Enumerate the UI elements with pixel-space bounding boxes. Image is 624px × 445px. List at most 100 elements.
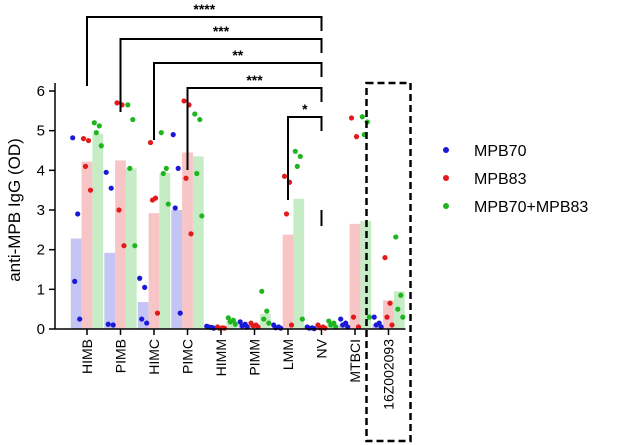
point-MPB70+MPB83-HIMM: [227, 319, 233, 325]
point-MPB70-HIMC: [144, 320, 150, 326]
x-tick-label: HIMM: [213, 339, 229, 376]
point-MPB70+MPB83-HIMC: [158, 130, 164, 136]
point-MPB83-MTBCI: [353, 134, 360, 140]
point-MPB70-PIMC: [170, 132, 176, 138]
bar-MPB83-PIMB: [115, 160, 126, 329]
legend-label-MPB70: MPB70: [474, 143, 527, 160]
x-tick-label: LMM: [280, 339, 296, 370]
point-MPB70+MPB83-16Z002093: [398, 292, 404, 298]
point-MPB70+MPB83-PIMC: [199, 213, 205, 219]
point-MPB83-HIMC: [147, 139, 154, 146]
point-MPB70-PIMM: [237, 319, 243, 325]
x-tick-label: NV: [314, 338, 330, 358]
bracket-PIMB-NV: [119, 38, 323, 112]
point-MPB70+MPB83-16Z002093: [395, 306, 401, 312]
bracket-label: ***: [246, 72, 263, 88]
legend-label-MPB70+MPB83: MPB70+MPB83: [474, 199, 588, 216]
bar-MPB70+MPB83-HIMB: [92, 133, 104, 329]
bar-MPB83-HIMC: [148, 213, 160, 329]
legend-label-MPB83: MPB83: [474, 171, 527, 188]
bar-MPB70+MPB83-PIMC: [192, 156, 204, 329]
bracket-label: **: [232, 47, 243, 63]
point-MPB70+MPB83-MTBCI: [366, 314, 372, 320]
bar-MPB83-16Z002093: [383, 300, 394, 329]
point-MPB70+MPB83-HIMC: [165, 201, 171, 207]
bracket-label: *: [302, 101, 308, 117]
legend: MPB70 MPB83 MPB70+MPB83: [443, 143, 588, 216]
point-MPB83-NV: [322, 325, 328, 331]
point-MPB70+MPB83-NV: [328, 322, 334, 328]
point-MPB83-LMM: [281, 173, 288, 179]
bar-MPB70+MPB83-PIMB: [125, 168, 137, 329]
legend-marker-MPB83: [443, 175, 449, 181]
point-MPB70-HIMB: [75, 211, 81, 217]
significance-brackets: *************: [86, 1, 323, 226]
point-MPB70+MPB83-16Z002093: [400, 314, 406, 320]
point-MPB70+MPB83-PIMC: [192, 111, 198, 117]
bar-MPB70+MPB83-LMM: [293, 198, 305, 329]
point-MPB70+MPB83-16Z002093: [393, 234, 399, 240]
point-MPB70+MPB83-HIMB: [93, 130, 99, 136]
y-axis-label: anti-MPB IgG (OD): [5, 138, 24, 282]
x-tick-label: 16Z002093: [381, 339, 397, 410]
point-MPB83-PIMB: [116, 207, 122, 213]
point-MPB83-PIMC: [183, 175, 189, 181]
legend-marker-MPB70: [443, 147, 449, 153]
highlight-box: [365, 81, 412, 443]
point-MPB70+MPB83-PIMM: [264, 308, 270, 314]
point-MPB70+MPB83-PIMM: [261, 316, 267, 322]
point-MPB70-16Z002093: [371, 314, 377, 320]
point-MPB70-NV: [306, 325, 312, 331]
point-MPB70+MPB83-PIMC: [194, 170, 200, 177]
point-MPB70+MPB83-PIMB: [125, 102, 131, 108]
point-MPB70-PIMC: [175, 165, 181, 171]
point-MPB70+MPB83-HIMB: [96, 123, 102, 129]
point-MPB83-PIMB: [114, 100, 120, 106]
y-tick-label: 0: [37, 321, 45, 338]
point-MPB83-16Z002093: [387, 300, 393, 306]
x-tick-label: HIMB: [79, 339, 95, 374]
point-MPB70-HIMC: [142, 284, 148, 290]
y-tick-label: 1: [37, 281, 45, 298]
point-MPB83-PIMM: [250, 323, 256, 329]
y-tick-label: 6: [37, 83, 45, 100]
bar-MPB83-LMM: [282, 234, 294, 329]
point-MPB70-PIMC: [177, 310, 183, 316]
point-MPB70-HIMB: [72, 278, 78, 284]
bracket-label: ****: [193, 1, 215, 17]
point-MPB70-LMM: [278, 325, 284, 331]
point-MPB70+MPB83-HIMB: [91, 120, 97, 126]
point-MPB70+MPB83-PIMB: [127, 165, 133, 171]
bracket-HIMB-NV: [86, 16, 323, 86]
point-MPB70-PIMB: [105, 321, 111, 327]
x-tick-label: HIMC: [146, 339, 162, 375]
bar-MPB70-HIMB: [70, 238, 82, 329]
point-MPB83-HIMB: [80, 136, 87, 142]
point-MPB70-HIMB: [77, 316, 83, 322]
y-tick-label: 4: [37, 162, 45, 179]
point-MPB83-HIMB: [85, 137, 92, 144]
point-MPB70-16Z002093: [373, 322, 379, 328]
point-MPB83-HIMB: [87, 187, 94, 193]
y-tick-label: 3: [37, 202, 45, 219]
point-MPB70+MPB83-PIMB: [132, 243, 138, 249]
point-MPB83-HIMM: [221, 325, 228, 331]
bar-MPB70+MPB83-PIMM: [259, 313, 271, 329]
point-MPB83-PIMC: [188, 231, 194, 237]
point-MPB70+MPB83-HIMM: [232, 321, 238, 327]
x-tick-label: PIMC: [180, 339, 196, 374]
point-MPB70+MPB83-LMM: [294, 163, 300, 169]
point-MPB83-MTBCI: [348, 115, 355, 121]
point-MPB70-HIMC: [137, 275, 143, 281]
point-MPB83-PIMC: [181, 98, 187, 104]
point-MPB70+MPB83-LMM: [297, 153, 303, 160]
point-MPB70+MPB83-PIMB: [130, 116, 136, 123]
point-MPB83-LMM: [288, 322, 295, 328]
point-MPB70+MPB83-HIMC: [163, 165, 169, 171]
bar-MPB70-HIMC: [137, 302, 149, 329]
point-MPB83-MTBCI: [350, 314, 357, 320]
point-MPB83-16Z002093: [384, 314, 390, 320]
point-MPB70-MTBCI: [340, 322, 346, 328]
bar-MPB70-PIMB: [104, 252, 116, 329]
